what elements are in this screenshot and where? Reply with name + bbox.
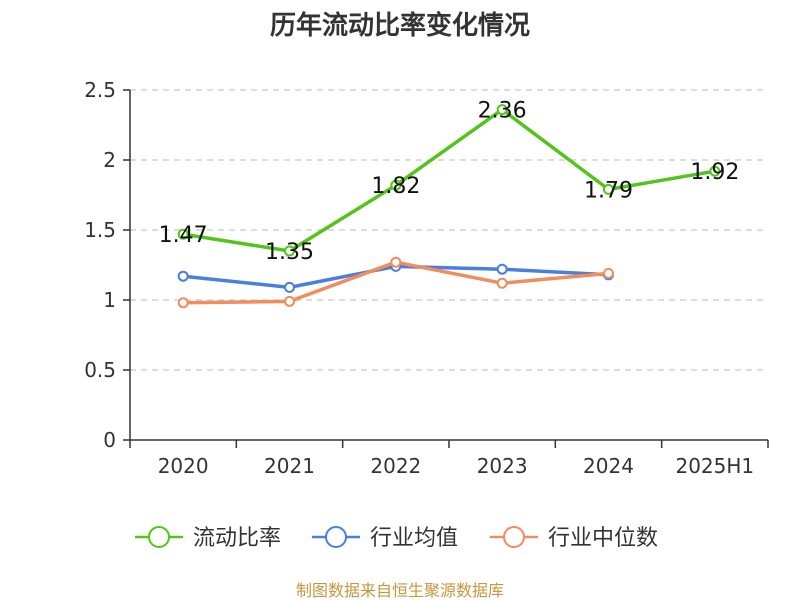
x-tick-label: 2021 xyxy=(264,454,315,478)
y-tick-label: 0.5 xyxy=(84,358,116,382)
y-tick-label: 0 xyxy=(103,428,116,452)
series-lines xyxy=(177,104,721,309)
gridlines xyxy=(130,89,768,371)
x-tick-label: 2024 xyxy=(583,454,634,478)
data-point xyxy=(496,277,508,289)
x-tick-label: 2023 xyxy=(477,454,528,478)
chart-title: 历年流动比率变化情况 xyxy=(270,10,530,41)
y-tick-label: 1.5 xyxy=(84,218,116,242)
data-point xyxy=(496,263,508,275)
data-point xyxy=(603,183,614,195)
data-point xyxy=(177,228,189,240)
data-label: 1.47 xyxy=(159,223,208,248)
legend-marker-icon xyxy=(325,526,347,548)
y-tick-label: 1 xyxy=(103,288,116,312)
x-tick-label: 2020 xyxy=(158,454,209,478)
x-tick-label: 2025H1 xyxy=(675,454,754,478)
legend-label: 行业均值 xyxy=(370,526,458,551)
data-labels: 1.47 1.35 1.82 2.36 1.79 1.92 xyxy=(159,99,740,265)
data-point xyxy=(709,165,721,177)
legend-marker-icon xyxy=(148,526,170,548)
legend-item[interactable]: 行业均值 xyxy=(312,526,458,551)
data-point xyxy=(284,245,295,257)
data-label: 2.36 xyxy=(478,99,527,124)
data-point xyxy=(390,179,402,191)
y-tick-label: 2.5 xyxy=(84,78,116,102)
data-point xyxy=(390,256,402,268)
data-point xyxy=(496,104,508,116)
axes: 0 0.5 1 1.5 2 2.5 2020 2021 2022 2023 2024 2025H1 xyxy=(84,78,769,478)
x-tick-label: 2022 xyxy=(370,454,421,478)
legend: 流动比率 行业均值 行业中位数 xyxy=(135,526,658,551)
data-point xyxy=(284,281,295,293)
data-point xyxy=(603,267,614,279)
data-point xyxy=(177,270,189,282)
legend-item[interactable]: 流动比率 xyxy=(135,526,281,551)
source-note: 制图数据来自恒生聚源数据库 xyxy=(296,581,504,600)
data-point xyxy=(284,295,295,307)
data-point xyxy=(177,297,189,309)
legend-label: 行业中位数 xyxy=(548,526,658,551)
legend-marker-icon xyxy=(503,526,525,548)
data-label: 1.92 xyxy=(690,160,739,185)
legend-label: 流动比率 xyxy=(193,526,281,551)
data-label: 1.35 xyxy=(265,240,314,265)
data-label: 1.79 xyxy=(584,178,633,203)
y-tick-label: 2 xyxy=(103,148,116,172)
legend-item[interactable]: 行业中位数 xyxy=(490,526,658,551)
series-line xyxy=(182,107,716,253)
data-label: 1.82 xyxy=(371,174,420,199)
